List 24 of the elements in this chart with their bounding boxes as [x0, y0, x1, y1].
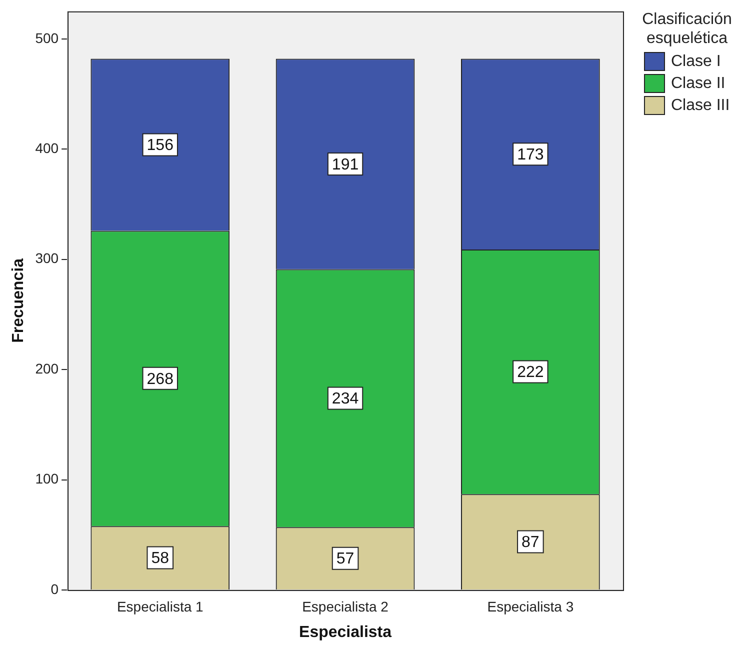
y-tick-label: 100 [35, 470, 59, 487]
legend-label: Clase III [671, 96, 730, 114]
y-tick-label: 300 [35, 250, 59, 266]
data-label: 191 [332, 156, 359, 174]
y-tick-label: 500 [35, 30, 59, 46]
legend-title: Clasificación esquelética [641, 10, 733, 48]
data-label: 87 [522, 534, 540, 552]
y-tick-label: 0 [50, 580, 59, 597]
data-label: 268 [146, 370, 174, 388]
y-tick-label: 200 [35, 360, 59, 376]
data-label: 58 [151, 550, 170, 568]
x-tick-label: Especialista 3 [487, 598, 574, 614]
x-tick-label: Especialista 2 [302, 598, 389, 614]
legend-label: Clase I [671, 52, 721, 70]
data-label: 234 [332, 390, 359, 408]
data-label: 57 [336, 550, 354, 568]
x-axis-title: Especialista [299, 624, 392, 641]
y-tick-label: 400 [35, 140, 59, 156]
data-label: 222 [517, 364, 544, 382]
x-tick-label: Especialista 1 [116, 598, 204, 614]
data-label: 173 [517, 146, 544, 164]
data-label: 156 [146, 137, 174, 154]
y-axis-title: Frecuencia [10, 258, 28, 343]
text: Clase II [671, 74, 726, 92]
